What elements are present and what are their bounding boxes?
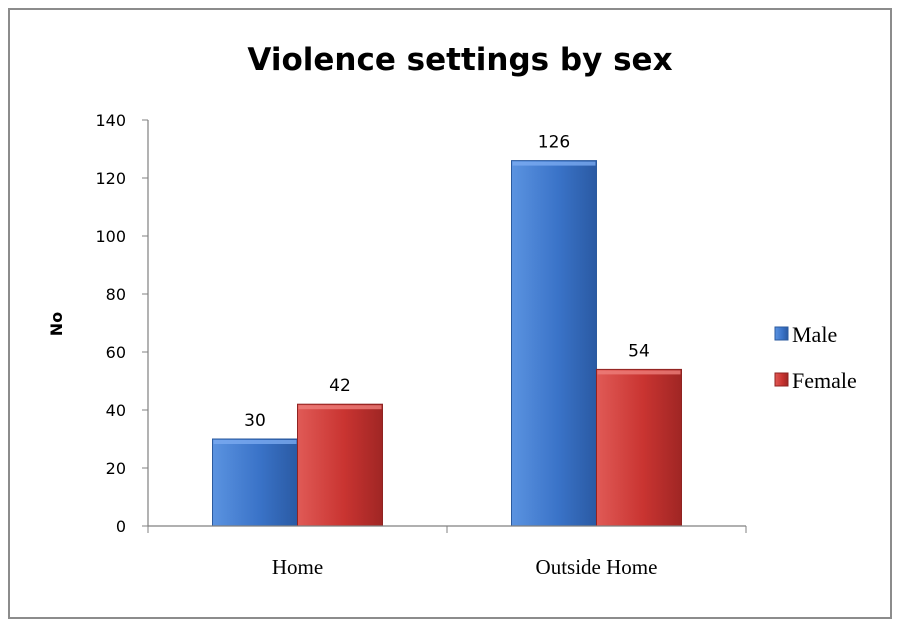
bar-female-outside-home	[596, 368, 682, 527]
bar-top-highlight	[512, 161, 596, 166]
y-axis-label: No	[47, 312, 66, 336]
y-tick-label: 20	[106, 459, 126, 478]
category-label: Home	[272, 555, 323, 579]
legend-label-male: Male	[792, 322, 837, 347]
y-tick-label: 120	[95, 169, 126, 188]
bar-top-highlight	[597, 370, 681, 375]
bars	[212, 160, 682, 527]
bar-male-home	[212, 438, 298, 527]
data-label: 42	[329, 376, 351, 396]
y-tick-label: 100	[95, 227, 126, 246]
legend-label-female: Female	[792, 368, 857, 393]
chart-frame	[8, 8, 892, 619]
legend: Male Female	[774, 322, 857, 393]
axes	[147, 120, 747, 533]
y-tick-label: 40	[106, 401, 126, 420]
y-tick-label: 140	[95, 111, 126, 130]
data-labels: 30 42 126 54	[244, 133, 650, 431]
data-label: 126	[538, 133, 570, 153]
data-label: 30	[244, 411, 266, 431]
bar-male-outside-home	[511, 160, 597, 527]
legend-swatch-female	[774, 372, 789, 387]
legend-swatch-male	[774, 326, 789, 341]
bar-female-home	[297, 403, 383, 527]
y-tick-label: 60	[106, 343, 126, 362]
category-label: Outside Home	[536, 555, 658, 579]
y-tick-label: 80	[106, 285, 126, 304]
x-axis-categories: Home Outside Home	[272, 555, 658, 579]
bar-top-highlight	[213, 440, 297, 444]
y-tick-label: 0	[116, 517, 126, 536]
y-axis-ticks: 0 20 40 60 80 100 120 140	[95, 111, 148, 536]
data-label: 54	[628, 341, 650, 361]
chart-title: Violence settings by sex	[247, 42, 672, 78]
bar-top-highlight	[298, 405, 382, 410]
